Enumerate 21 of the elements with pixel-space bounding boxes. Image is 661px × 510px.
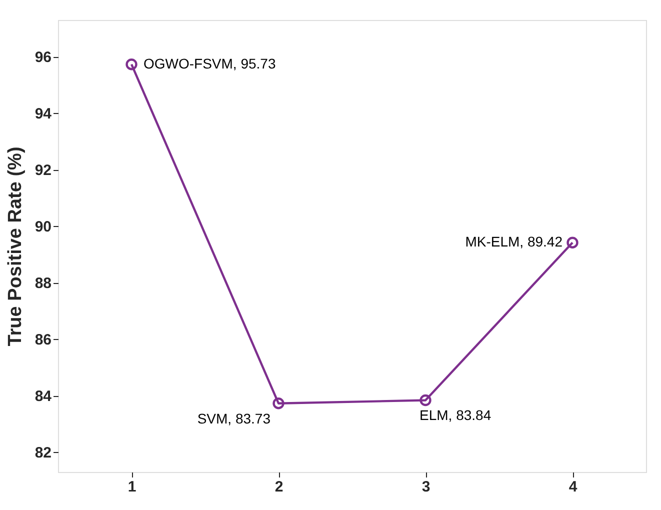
annotation: SVM, 83.73 <box>197 410 271 426</box>
x-tick-label: 1 <box>128 478 136 496</box>
x-tick-label: 3 <box>422 478 430 496</box>
annotation: ELM, 83.84 <box>420 407 492 424</box>
y-tick-label: 84 <box>34 388 52 406</box>
y-tick-label: 88 <box>34 275 52 292</box>
y-tick-label: 86 <box>34 332 52 349</box>
y-tick-label: 82 <box>34 444 52 462</box>
point <box>126 58 138 70</box>
x-tick-label: 2 <box>274 478 284 496</box>
y-tick-label: 96 <box>34 49 52 66</box>
point <box>566 236 578 248</box>
annotation: MK-ELM, 89.42 <box>465 234 563 250</box>
annotation: OGWO-FSVM, 95.73 <box>144 55 276 72</box>
point <box>272 398 284 410</box>
point <box>420 394 432 406</box>
y-axis-title: True Positive Rate (%) <box>4 146 26 346</box>
y-tick-label: 92 <box>34 162 52 180</box>
y-tick-label: 90 <box>34 218 52 236</box>
x-tick-label: 4 <box>568 478 578 496</box>
y-tick-label: 94 <box>34 106 52 123</box>
